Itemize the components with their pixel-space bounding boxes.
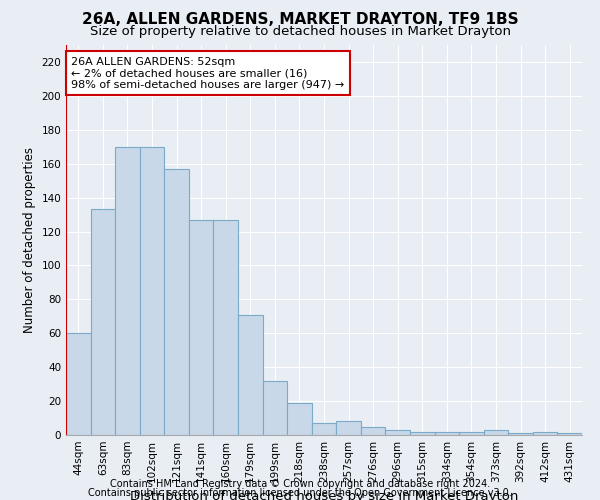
Bar [385,430,410,435]
Bar [140,146,164,435]
Bar [557,434,582,435]
Text: Contains HM Land Registry data © Crown copyright and database right 2024.: Contains HM Land Registry data © Crown c… [110,479,490,489]
Bar [238,314,263,435]
Bar [115,146,140,435]
Bar [336,422,361,435]
Bar [361,426,385,435]
Bar [263,380,287,435]
Bar [91,210,115,435]
Bar [533,432,557,435]
Bar [287,403,312,435]
Bar [484,430,508,435]
Bar [164,169,189,435]
Bar [459,432,484,435]
Text: 26A ALLEN GARDENS: 52sqm
← 2% of detached houses are smaller (16)
98% of semi-de: 26A ALLEN GARDENS: 52sqm ← 2% of detache… [71,56,344,90]
Y-axis label: Number of detached properties: Number of detached properties [23,147,36,333]
Text: 26A, ALLEN GARDENS, MARKET DRAYTON, TF9 1BS: 26A, ALLEN GARDENS, MARKET DRAYTON, TF9 … [82,12,518,28]
X-axis label: Distribution of detached houses by size in Market Drayton: Distribution of detached houses by size … [130,490,518,500]
Text: Contains public sector information licensed under the Open Government Licence v3: Contains public sector information licen… [88,488,512,498]
Bar [214,220,238,435]
Bar [189,220,214,435]
Bar [66,334,91,435]
Bar [508,434,533,435]
Bar [312,423,336,435]
Bar [434,432,459,435]
Bar [410,432,434,435]
Text: Size of property relative to detached houses in Market Drayton: Size of property relative to detached ho… [89,25,511,38]
